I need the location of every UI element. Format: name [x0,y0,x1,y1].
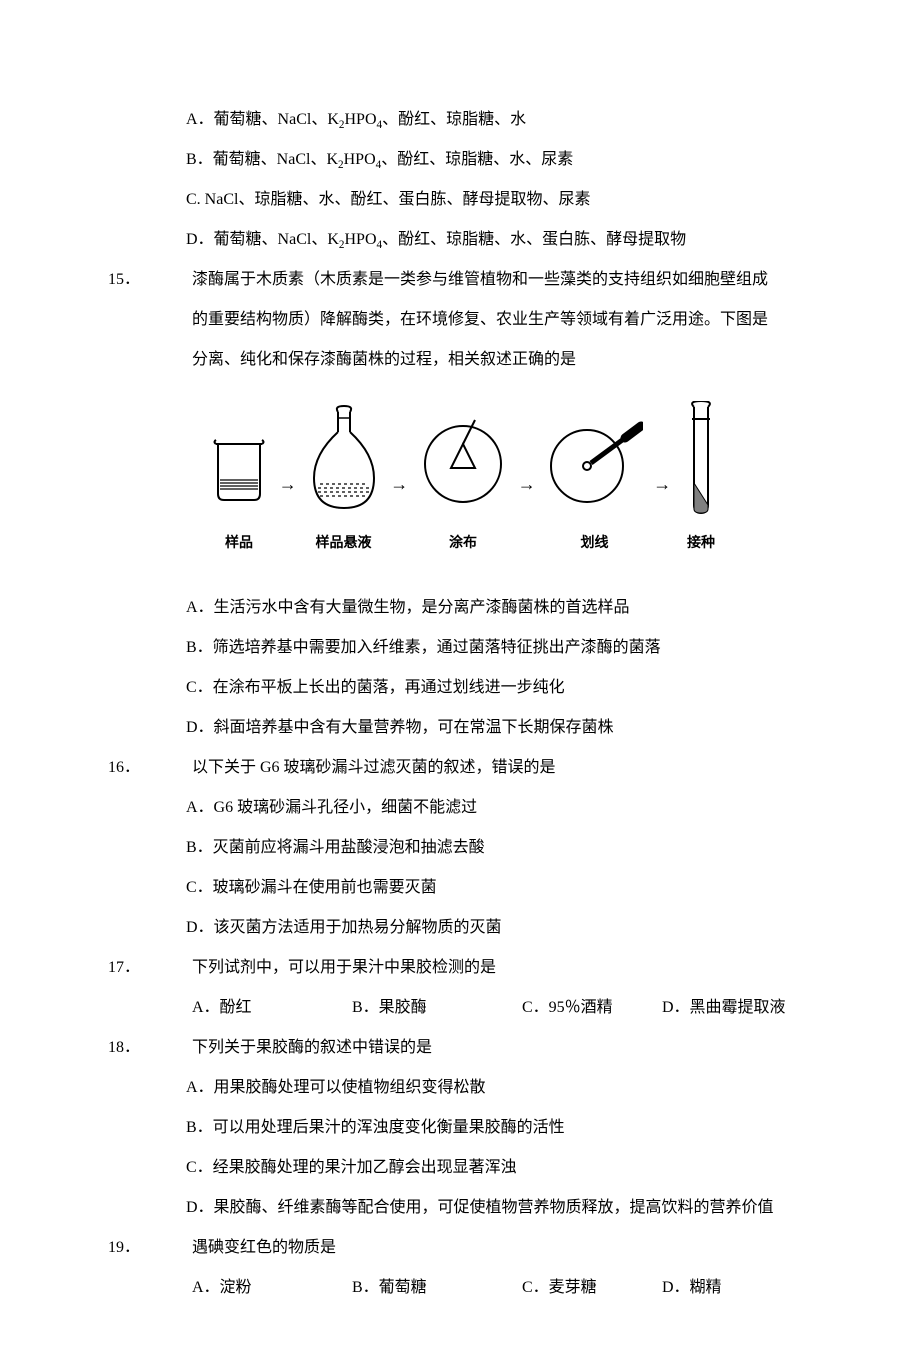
q19-stem: 19．遇碘变红色的物质是 [150,1228,780,1268]
q17-option-c: C．95％酒精 [522,988,662,1028]
q19-option-c: C．麦芽糖 [522,1268,662,1308]
diagram-label: 接种 [682,534,720,551]
q17-option-a: A．酚红 [192,988,352,1028]
dish-loop-icon [547,414,643,522]
dish-spread-icon [419,414,507,522]
diagram-label: 划线 [547,534,643,551]
q18-option-a: A．用果胶酶处理可以使植物组织变得松散 [150,1068,780,1108]
q19-options: A．淀粉 B．葡萄糖 C．麦芽糖 D．糊精 [150,1268,780,1308]
q17-stem-text: 下列试剂中，可以用于果汁中果胶检测的是 [192,959,496,976]
q15-diagram: → → → [210,408,720,558]
q16-stem-text: 以下关于 G6 玻璃砂漏斗过滤灭菌的叙述，错误的是 [192,759,556,776]
tube-icon [682,401,720,535]
q14-option-b: B．葡萄糖、NaCl、K2HPO4、酚红、琼脂糖、水、尿素 [150,140,780,180]
flask-icon [308,404,380,532]
beaker-icon [210,414,268,522]
q15-option-c: C．在涂布平板上长出的菌落，再通过划线进一步纯化 [150,668,780,708]
arrow-icon: → [386,430,412,507]
q18-stem-text: 下列关于果胶酶的叙述中错误的是 [192,1039,432,1056]
q15-option-a: A．生活污水中含有大量微生物，是分离产漆酶菌株的首选样品 [150,588,780,628]
q14-option-d: D．葡萄糖、NaCl、K2HPO4、酚红、琼脂糖、水、蛋白胨、酵母提取物 [150,220,780,260]
q14-option-c: C. NaCl、琼脂糖、水、酚红、蛋白胨、酵母提取物、尿素 [150,180,780,220]
diagram-label: 样品悬液 [308,534,380,551]
arrow-icon: → [514,430,540,507]
q17-option-d: D．黑曲霉提取液 [662,988,786,1028]
q17-stem: 17．下列试剂中，可以用于果汁中果胶检测的是 [150,948,780,988]
diagram-label: 样品 [210,534,268,551]
q18-stem: 18．下列关于果胶酶的叙述中错误的是 [150,1028,780,1068]
q15-number: 15． [150,260,192,300]
q15-option-b: B．筛选培养基中需要加入纤维素，通过菌落特征挑出产漆酶的菌落 [150,628,780,668]
q16-option-a: A．G6 玻璃砂漏斗孔径小，细菌不能滤过 [150,788,780,828]
q19-number: 19． [150,1228,192,1268]
q18-number: 18． [150,1028,192,1068]
q17-number: 17． [150,948,192,988]
q17-option-b: B．果胶酶 [352,988,522,1028]
q18-option-d: D．果胶酶、纤维素酶等配合使用，可促使植物营养物质释放，提高饮料的营养价值 [150,1188,780,1228]
q19-option-b: B．葡萄糖 [352,1268,522,1308]
arrow-icon: → [275,430,301,507]
q18-option-c: C．经果胶酶处理的果汁加乙醇会出现显著浑浊 [150,1148,780,1188]
q19-option-a: A．淀粉 [192,1268,352,1308]
q18-option-b: B．可以用处理后果汁的浑浊度变化衡量果胶酶的活性 [150,1108,780,1148]
q19-option-d: D．糊精 [662,1268,722,1308]
q15-stem: 15．漆酶属于木质素（木质素是一类参与维管植物和一些藻类的支持组织如细胞壁组成的… [150,260,780,380]
q14-option-a: A．葡萄糖、NaCl、K2HPO4、酚红、琼脂糖、水 [150,100,780,140]
q15-stem-text: 漆酶属于木质素（木质素是一类参与维管植物和一些藻类的支持组织如细胞壁组成的重要结… [192,271,768,368]
q16-option-c: C．玻璃砂漏斗在使用前也需要灭菌 [150,868,780,908]
q17-options: A．酚红 B．果胶酶 C．95％酒精 D．黑曲霉提取液 [150,988,780,1028]
q16-stem: 16．以下关于 G6 玻璃砂漏斗过滤灭菌的叙述，错误的是 [150,748,780,788]
q16-option-b: B．灭菌前应将漏斗用盐酸浸泡和抽滤去酸 [150,828,780,868]
arrow-icon: → [649,430,675,507]
q15-option-d: D．斜面培养基中含有大量营养物，可在常温下长期保存菌株 [150,708,780,748]
q16-option-d: D．该灭菌方法适用于加热易分解物质的灭菌 [150,908,780,948]
diagram-label: 涂布 [419,534,507,551]
q16-number: 16． [150,748,192,788]
q19-stem-text: 遇碘变红色的物质是 [192,1239,336,1256]
